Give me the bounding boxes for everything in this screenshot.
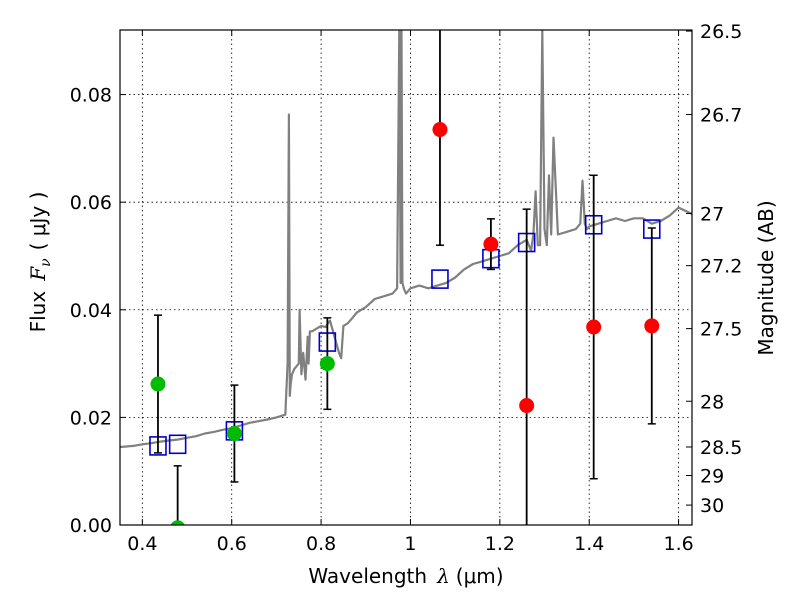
x-axis-unit: (μm) [456,564,504,588]
data-area [120,30,692,525]
x-tick-label: 1 [404,533,416,555]
x-tick-label: 1.4 [574,533,604,555]
y-axis-label: Flux [26,291,50,333]
y-axis-symbol: F [26,266,50,282]
y2-tick-label: 26.7 [700,104,742,126]
y-axis-unit: ( μJy ) [26,192,50,251]
y2-tick-label: 27.2 [700,256,742,278]
y2-tick-label: 29 [700,466,724,488]
x-axis-label: Wavelength [308,564,427,588]
ticks [120,30,692,526]
y2-tick-label: 28.5 [700,437,742,459]
data-point [150,376,166,392]
x-axis-symbol: λ [436,564,450,588]
y-tick-label: 0.00 [70,515,112,537]
data-point [170,520,185,525]
x-axis-title: Wavelength λ (μm) [308,564,503,588]
y-tick-label: 0.02 [70,407,112,429]
x-tick-label: 0.4 [127,533,157,555]
tick-labels: 0.4 0.6 0.8 1 1.2 1.4 1.6 0.00 0.02 0.04 0.06 0.08 2… [70,21,743,555]
data-point [483,236,499,252]
y2-tick-label: 27.5 [700,319,742,341]
data-point [644,318,660,334]
y-tick-label: 0.06 [70,192,112,214]
sed-line [120,30,692,449]
plot-frame [119,29,693,526]
data-point [226,426,242,442]
x-tick-label: 0.6 [217,533,247,555]
data-point [432,122,448,138]
data-point [519,398,535,414]
x-tick-label: 0.8 [306,533,336,555]
data-point [319,356,335,372]
y2-tick-label: 30 [700,495,724,517]
x-tick-label: 1.2 [485,533,515,555]
y2-tick-label: 28 [700,391,724,413]
model-square [431,269,449,289]
data-point [586,319,602,335]
plot-background [120,30,692,525]
x-tick-label: 1.6 [663,533,693,555]
y-axis-title: Flux Fν ( μJy ) [26,192,54,333]
y2-axis-title: Magnitude (AB) [754,200,778,355]
grid [120,30,692,526]
y-tick-label: 0.08 [70,85,112,107]
model-square [168,434,187,455]
y-axis-subscript: ν [38,258,54,267]
y2-tick-label: 26.5 [700,21,742,43]
y-tick-label: 0.04 [70,300,112,322]
y2-tick-label: 27 [700,203,724,225]
